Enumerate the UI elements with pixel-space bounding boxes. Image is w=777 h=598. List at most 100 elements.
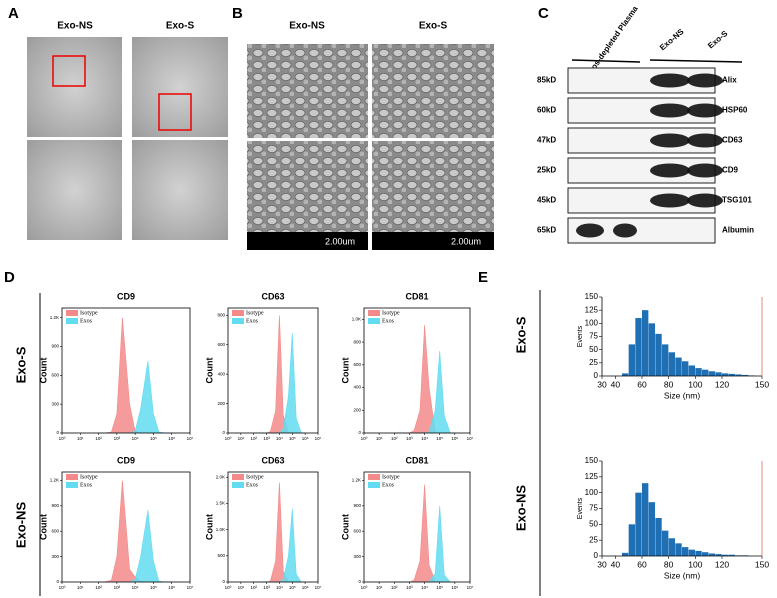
y-tick-label: 1.2K — [352, 478, 361, 483]
y-tick-label: 600 — [217, 342, 225, 347]
protein-label: Alix — [722, 76, 737, 85]
y-tick-label: 2.0K — [216, 474, 225, 479]
legend-label: Isotype — [382, 310, 400, 316]
y-tick-label: 100 — [585, 318, 599, 327]
tem-image — [132, 140, 228, 240]
tem-image — [132, 37, 228, 137]
lane-label: Exo-NS — [658, 27, 686, 53]
y-tick-label: 1.0K — [352, 317, 361, 322]
y-tick-label: 1.5K — [216, 501, 225, 506]
bar — [715, 554, 722, 556]
y-tick-label: 125 — [585, 305, 599, 314]
x-tick-label: 40 — [611, 379, 621, 389]
x-tick-label: 80 — [664, 559, 674, 569]
blot-band — [613, 223, 637, 238]
legend-swatch — [232, 482, 244, 488]
y-tick-label: 600 — [353, 528, 361, 533]
y-tick-label: 50 — [589, 345, 598, 354]
lane-bar — [649, 59, 743, 63]
x-tick-label: 10³ — [406, 436, 413, 441]
blot-band — [687, 133, 723, 148]
plot-frame — [61, 471, 191, 583]
panel-label: C — [538, 5, 549, 22]
column-header: Exo-NS — [289, 21, 325, 32]
legend-label: Isotype — [246, 310, 264, 316]
y-tick-label: 300 — [51, 554, 59, 559]
x-tick-label: 150 — [755, 559, 769, 569]
bar — [722, 554, 729, 556]
protein-label: CD63 — [722, 136, 743, 145]
x-tick-label: 10¹ — [77, 585, 84, 590]
x-axis-label: Size (nm) — [664, 570, 701, 580]
x-tick-label: 10⁵ — [150, 585, 157, 590]
plot-frame — [363, 307, 471, 434]
area — [253, 482, 306, 583]
chart-title: CD63 — [261, 291, 284, 301]
x-tick-label: 10⁵ — [150, 436, 157, 441]
legend-label: Exos — [382, 318, 395, 324]
x-tick-label: 10³ — [114, 585, 121, 590]
bar — [622, 373, 629, 376]
legend-label: Exos — [246, 318, 259, 324]
size-label: 47kD — [537, 136, 556, 145]
x-tick-label: 10¹ — [238, 436, 245, 441]
panel-label: D — [4, 269, 15, 286]
column-header: Exo-S — [166, 21, 195, 32]
scale-strip — [372, 232, 494, 250]
x-tick-label: 10² — [95, 436, 102, 441]
legend-label: Exos — [382, 482, 395, 488]
x-tick-label: 10³ — [263, 585, 270, 590]
x-tick-label: 10⁵ — [436, 585, 443, 590]
bar — [635, 492, 642, 556]
bar — [655, 333, 662, 376]
legend-label: Exos — [246, 482, 259, 488]
x-tick-label: 100 — [688, 379, 702, 389]
protein-label: Albumin — [722, 226, 754, 235]
area — [394, 484, 455, 583]
x-axis-label: Size (nm) — [664, 390, 701, 400]
bar — [655, 518, 662, 556]
x-tick-label: 10⁴ — [421, 436, 428, 441]
x-tick-label: 10⁶ — [168, 436, 175, 441]
x-tick-label: 10⁴ — [276, 585, 283, 590]
x-tick-label: 10⁶ — [302, 585, 309, 590]
size-label: 60kD — [537, 106, 556, 115]
sem-image — [372, 141, 494, 232]
y-tick-label: 400 — [217, 371, 225, 376]
y-tick-label: 1.2K — [50, 478, 59, 483]
bar — [682, 547, 689, 556]
x-tick-label: 40 — [611, 559, 621, 569]
bar — [735, 374, 742, 376]
x-tick-label: 10² — [250, 585, 257, 590]
legend-label: Isotype — [246, 474, 264, 480]
bar — [648, 502, 656, 556]
y-axis-label: Count — [38, 514, 48, 540]
bar — [648, 323, 656, 376]
x-tick-label: 10⁶ — [451, 585, 458, 590]
y-tick-label: 0 — [594, 551, 599, 560]
x-tick-label: 60 — [637, 559, 647, 569]
legend-swatch — [232, 310, 244, 316]
x-tick-label: 10⁷ — [467, 436, 474, 441]
legend-label: Isotype — [80, 474, 98, 480]
x-tick-label: 10² — [95, 585, 102, 590]
x-tick-label: 10⁰ — [225, 436, 232, 441]
blot-band — [687, 103, 723, 118]
bar — [635, 318, 642, 376]
x-tick-label: 10³ — [406, 585, 413, 590]
bar — [675, 357, 682, 376]
chart-title: CD81 — [405, 291, 428, 301]
bar — [642, 310, 649, 376]
chart-title: CD63 — [261, 455, 284, 465]
x-tick-label: 10⁰ — [59, 585, 66, 590]
y-tick-label: 0 — [358, 430, 361, 435]
y-tick-label: 0 — [56, 430, 59, 435]
y-tick-label: 0 — [56, 579, 59, 584]
protein-label: CD9 — [722, 166, 739, 175]
sem-image — [372, 44, 494, 138]
x-tick-label: 10⁶ — [302, 436, 309, 441]
legend-swatch — [368, 482, 380, 488]
y-tick-label: 0 — [222, 579, 225, 584]
x-tick-label: 10⁵ — [289, 436, 296, 441]
